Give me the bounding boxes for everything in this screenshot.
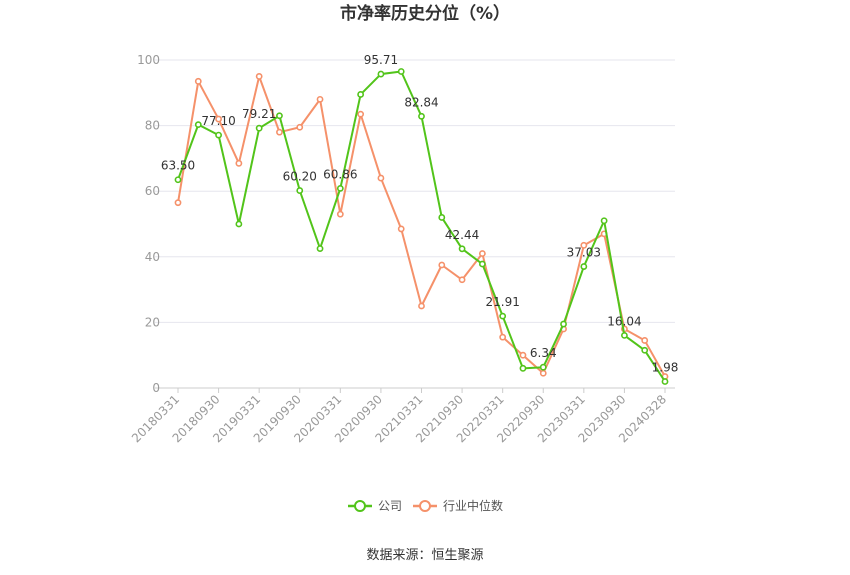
y-tick-label: 60 [145,184,160,198]
point-company[interactable] [458,245,466,253]
point-company[interactable] [661,378,669,385]
legend[interactable]: 公司 行业中位数 [348,498,503,513]
point-industry[interactable] [499,333,507,341]
point-company[interactable] [519,364,527,372]
point-industry[interactable] [539,369,547,377]
point-company[interactable] [336,184,344,192]
point-company[interactable] [255,124,263,132]
legend-item-industry-median[interactable]: 行业中位数 [413,498,503,513]
y-tick-label: 0 [152,381,160,395]
point-industry[interactable] [276,128,283,136]
point-industry[interactable] [336,210,344,218]
point-industry[interactable] [438,261,446,269]
legend-label-company: 公司 [378,499,402,513]
data-label: 77.10 [201,114,235,128]
point-company[interactable] [621,331,628,339]
point-company[interactable] [215,131,222,139]
point-company[interactable] [499,312,507,320]
x-axis: 2018033120180930201903312019093020200331… [129,388,669,445]
point-industry[interactable] [235,159,243,167]
point-company[interactable] [580,263,588,270]
point-company[interactable] [418,112,425,120]
point-industry[interactable] [194,77,202,85]
y-tick-label: 100 [137,53,160,67]
data-label: 79.21 [242,107,276,121]
point-industry[interactable] [357,110,365,118]
point-company[interactable] [296,187,304,194]
data-label: 95.71 [364,53,398,67]
source-note: 数据来源：恒生聚源 [366,548,483,563]
plot-area [174,68,669,385]
point-company[interactable] [560,320,567,328]
point-company[interactable] [276,112,283,120]
point-company[interactable] [600,217,608,225]
point-industry[interactable] [377,174,385,182]
series-line-industry [177,75,666,378]
point-company[interactable] [194,121,202,129]
data-label: 60.86 [323,167,357,181]
point-industry[interactable] [316,95,324,103]
data-label: 21.91 [485,295,519,309]
point-industry[interactable] [418,302,425,310]
y-tick-label: 80 [145,119,160,133]
point-company[interactable] [397,68,405,75]
point-industry[interactable] [478,250,486,257]
point-company[interactable] [641,346,649,354]
point-industry[interactable] [296,123,304,131]
data-labels: 63.50 77.10 79.21 60.20 60.86 95.71 82.84 42.44… [161,53,679,374]
point-company[interactable] [478,260,486,268]
point-industry[interactable] [255,73,263,80]
point-company[interactable] [539,363,547,371]
data-label: 60.20 [283,170,317,184]
point-industry[interactable] [215,115,222,123]
data-label: 16.04 [607,314,641,328]
y-tick-label: 20 [145,315,160,329]
chart-title: 市净率历史分位（%） [340,3,510,24]
legend-label-industry: 行业中位数 [443,498,503,513]
point-industry[interactable] [397,225,405,233]
data-label: 82.84 [404,95,438,109]
legend-item-company[interactable]: 公司 [348,499,402,513]
point-industry[interactable] [580,241,588,249]
point-industry[interactable] [519,351,527,359]
data-label: 6.34 [530,346,557,360]
point-industry[interactable] [458,276,466,284]
point-company[interactable] [174,176,182,184]
point-industry[interactable] [174,199,182,207]
data-label: 63.50 [161,159,195,173]
data-label: 42.44 [445,228,479,242]
point-company[interactable] [235,220,243,228]
legend-marker-industry [419,500,431,512]
grid: 0 20 40 60 80 100 [137,53,675,395]
data-label: 37.03 [567,246,601,260]
legend-marker-company [354,500,366,512]
y-tick-label: 40 [145,250,160,264]
point-company[interactable] [377,70,385,78]
point-industry[interactable] [641,337,649,344]
data-label: 1.98 [652,361,679,375]
point-company[interactable] [438,214,446,221]
point-company[interactable] [316,245,324,252]
point-company[interactable] [357,91,365,98]
